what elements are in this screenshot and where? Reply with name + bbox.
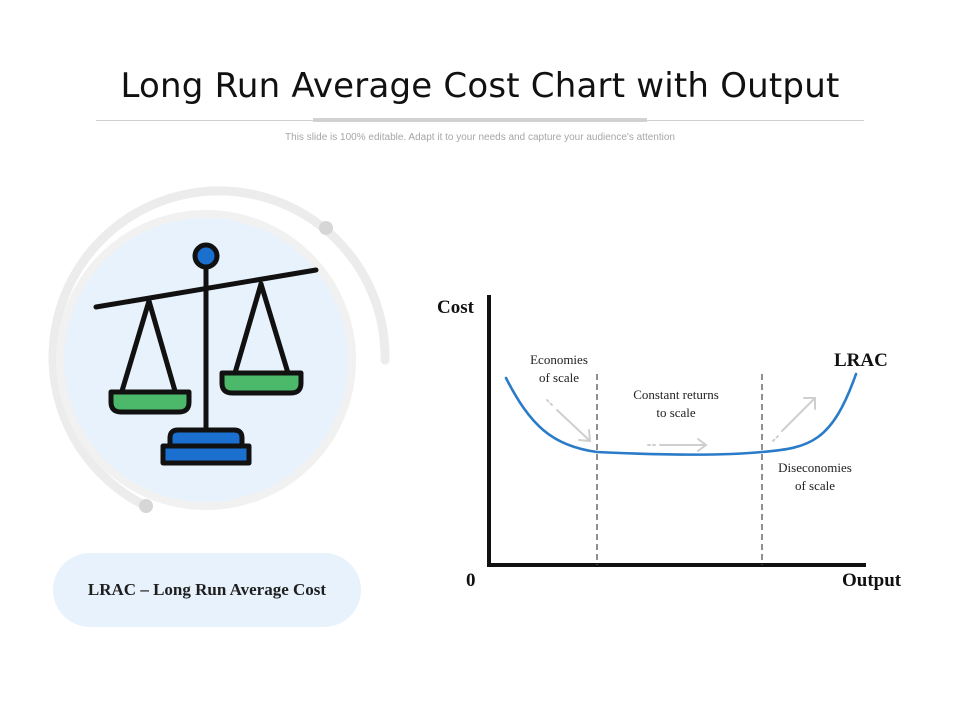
ring-dot-bottom <box>139 499 153 513</box>
ring-dot-top <box>319 221 333 235</box>
region-label-constant-returns: Constant returns to scale <box>633 387 719 420</box>
left-string-b <box>146 298 178 394</box>
arrow-up-right <box>772 397 816 442</box>
origin-label: 0 <box>466 570 476 591</box>
arrow-right <box>647 438 708 452</box>
lrac-curve <box>504 372 858 456</box>
definition-text: LRAC – Long Run Average Cost <box>87 580 327 599</box>
title-divider <box>96 120 864 121</box>
x-axis-label: Output <box>842 570 902 591</box>
balance-scale-icon <box>93 242 319 466</box>
region-label-economies: Economies of scale <box>530 352 588 385</box>
scale-top-knob <box>192 242 220 270</box>
right-string-a <box>232 281 264 376</box>
curve-label-lrac: LRAC <box>834 350 888 371</box>
lrac-diagram <box>487 295 866 567</box>
left-pan <box>108 389 192 415</box>
scale-base <box>160 443 252 466</box>
region-label-diseconomies: Diseconomies of scale <box>778 460 852 493</box>
left-string-a <box>119 298 152 394</box>
arrow-down-right <box>546 399 592 443</box>
outer-ring-arc <box>48 186 390 511</box>
scale-base-top <box>167 427 245 449</box>
right-string-b <box>258 281 291 376</box>
scale-beam <box>93 267 319 310</box>
y-axis-label: Cost <box>437 297 474 318</box>
slide-title: Long Run Average Cost Chart with Output <box>120 66 840 106</box>
right-pan <box>219 370 304 396</box>
slide-subtitle: This slide is 100% editable. Adapt it to… <box>285 132 675 143</box>
definition-pill: LRAC – Long Run Average Cost <box>53 553 361 627</box>
